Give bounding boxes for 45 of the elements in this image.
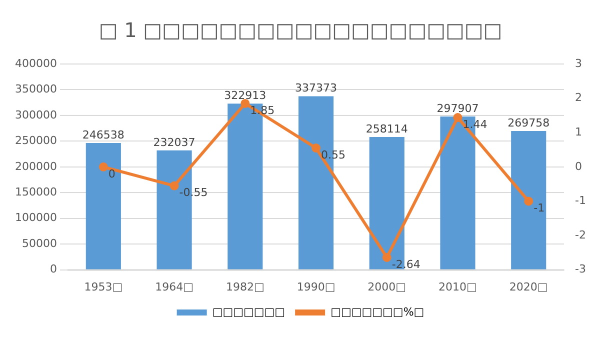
y-tick-label: 250000 — [14, 134, 57, 148]
point — [312, 144, 321, 153]
data-label: 232037 — [153, 136, 196, 149]
legend-label: □□□□□□□ — [212, 305, 286, 318]
y-tick-label: 400000 — [14, 56, 57, 70]
data-label: 1.85 — [250, 104, 275, 117]
x-tick-label: 2000□ — [368, 280, 406, 294]
y-tick-label: 200000 — [14, 160, 57, 173]
data-label: 297907 — [436, 102, 479, 115]
point — [170, 181, 179, 190]
y2-tick-label: -3 — [575, 262, 586, 276]
x-tick-label: 1990□ — [296, 280, 336, 294]
x-tick-label: 1982□ — [226, 280, 264, 294]
point — [453, 113, 462, 122]
x-tick-label: 1953□ — [84, 280, 123, 294]
y-tick-label: 50000 — [22, 236, 57, 250]
point — [98, 162, 108, 172]
x-tick-label: 2010□ — [438, 280, 477, 294]
chart-title: □ 1 □□□□□□□□□□□□□□□□□□□ — [98, 18, 502, 42]
y-tick-label: 0 — [50, 262, 57, 276]
y-tick-label: 150000 — [14, 185, 57, 198]
data-label: 0.55 — [321, 148, 346, 162]
data-label: 337373 — [295, 82, 338, 95]
data-label: 0 — [108, 167, 116, 180]
y2-tick-label: 1 — [575, 125, 582, 138]
data-label: 246538 — [82, 128, 124, 142]
y-tick-label: 300000 — [14, 108, 57, 122]
bar — [86, 142, 121, 270]
y2-tick-label: 3 — [575, 56, 582, 70]
data-label: 269758 — [508, 116, 550, 130]
data-label: 258114 — [366, 122, 408, 136]
x-tick-label: 2020□ — [509, 280, 548, 294]
y2-tick-label: -1 — [575, 194, 586, 208]
x-tick-label: 1964□ — [155, 280, 194, 294]
y-tick-label: 350000 — [14, 82, 57, 96]
y2-tick-label: 2 — [575, 91, 582, 104]
data-label: -1 — [534, 202, 545, 215]
point — [382, 252, 392, 262]
y2-tick-label: 0 — [575, 160, 582, 173]
data-label: 322913 — [224, 89, 266, 102]
y2-tick-label: -2 — [575, 228, 586, 242]
y-tick-label: 100000 — [14, 211, 57, 224]
point — [524, 196, 534, 206]
bar — [511, 131, 546, 270]
legend-label: □□□□□□□%□ — [330, 305, 424, 318]
